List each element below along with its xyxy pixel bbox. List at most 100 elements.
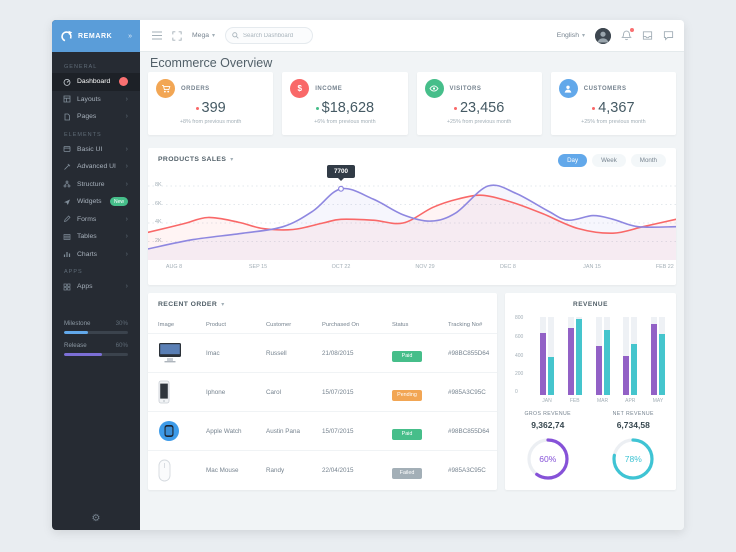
notifications-bell-icon[interactable] [621,27,635,41]
chevron-right-icon: › [125,215,128,223]
range-month-button[interactable]: Month [630,154,666,167]
revenue-x-axis: JAN FEB MAR APR MAY [537,398,668,404]
sidebar-item-label: Tables [77,233,97,241]
sidebar-item-basic-ui[interactable]: Basic UI › [52,141,140,159]
sidebar-item-tables[interactable]: Tables › [52,228,140,246]
x-tick: OCT 22 [331,264,351,270]
top-navbar: Mega ▾ English ▾ [140,20,684,52]
tooltip-marker [338,185,345,192]
products-sales-title-row[interactable]: PRODUCTS SALES ▾ [158,156,234,163]
sidebar-item-structure[interactable]: Structure › [52,176,140,194]
range-week-button[interactable]: Week [592,154,626,167]
y-tick: 400 [515,352,524,359]
x-tick: JAN 15 [583,264,601,270]
cell-purchased-on: 22/04/2015 [322,466,354,474]
release-value: 60% [115,341,128,349]
stat-label: CUSTOMERS [583,85,627,92]
stat-card-visitors[interactable]: VISITORS 23,456 +25% from previous month [416,72,542,135]
search-input[interactable] [243,32,307,39]
cell-tracking: #985A3C95C [448,466,486,474]
x-tick: MAR [596,398,609,404]
bar-group-mar [593,317,613,395]
basic-ui-icon [63,145,71,153]
chart-tooltip: 7700 [327,165,356,181]
sidebar-progress: Milestone 30% Release 60% [52,296,140,356]
mega-menu-dropdown[interactable]: Mega ▾ [192,32,215,39]
settings-gear-icon[interactable]: ⚙ [91,513,101,524]
net-revenue-donut: 78% [591,435,677,483]
revenue-title: REVENUE [573,301,608,308]
advanced-ui-icon [63,163,71,171]
products-sales-panel: PRODUCTS SALES ▾ Day Week Month 8K 6K 4K… [148,148,676,285]
y-tick: 6K [155,200,162,207]
range-day-button[interactable]: Day [558,154,588,167]
table-row[interactable]: Imac Russell 21/08/2015 Paid #98BC855D64 [148,333,497,372]
chat-icon[interactable] [663,30,674,41]
table-row[interactable]: Iphone Carol 15/07/2015 Pending #985A3C9… [148,372,497,411]
x-tick: AUG 8 [165,264,183,270]
stat-value: 4,367 [598,100,635,116]
chevron-down-icon: ▾ [212,33,216,39]
stat-label: VISITORS [449,85,482,92]
cell-customer: Russell [266,349,287,357]
menu-hamburger-icon[interactable] [152,31,162,40]
sidebar-item-label: Basic UI [77,145,103,153]
cell-tracking: #98BC855D64 [448,427,490,435]
sidebar-item-label: Pages [77,113,97,121]
sidebar-item-pages[interactable]: Pages › [52,108,140,126]
user-avatar[interactable] [595,27,611,44]
chevron-right-icon: › [125,250,128,258]
brand-header[interactable]: REMARK » [52,20,140,52]
stat-label: ORDERS [181,85,210,92]
stat-card-income[interactable]: $ INCOME $18,628 +6% from previous month [282,72,408,135]
sidebar-item-label: Layouts [77,95,101,103]
inbox-icon[interactable] [642,30,653,41]
y-tick: 200 [515,371,524,377]
stat-value: 399 [201,100,226,116]
sidebar-item-advanced-ui[interactable]: Advanced UI › [52,158,140,176]
x-axis: AUG 8 SEP 15 OCT 22 NOV 29 DEC 8 JAN 15 … [148,264,676,274]
stat-card-orders[interactable]: ORDERS 399 +8% from previous month [148,72,274,135]
bar-group-may [648,317,668,395]
sidebar-item-charts[interactable]: Charts › [52,246,140,264]
chevron-right-icon: › [125,283,128,291]
y-tick: 600 [515,334,524,340]
recent-order-title-row[interactable]: RECENT ORDER ▾ [158,301,225,308]
status-badge: Failed [392,467,422,479]
sidebar-collapse-icon[interactable]: » [128,32,132,40]
sidebar-item-forms[interactable]: Forms › [52,211,140,229]
income-dollar-icon: $ [290,79,310,98]
product-image-imac [158,342,206,364]
col-header: Status [392,322,409,328]
product-image-iphone [158,380,206,404]
stat-card-customers[interactable]: CUSTOMERS 4,367 +25% from previous month [550,72,676,135]
brand-logo-icon [60,30,73,43]
new-badge: New [109,197,128,207]
trend-dot [195,106,199,110]
sidebar-item-dashboard[interactable]: Dashboard [52,73,140,91]
sidebar-menu: GENERAL Dashboard Layouts › Pages › Elem… [52,52,140,356]
release-label: Release [64,341,87,349]
milestone-progressbar [64,330,128,334]
main-content: Ecommerce Overview ORDERS 399 +8% from p… [140,52,684,530]
tables-icon [63,233,71,241]
sidebar-item-label: Forms [77,215,97,223]
stat-value: 23,456 [459,100,505,116]
bar-group-feb [565,317,585,395]
search-icon [232,32,239,39]
section-label-elements: Elements [64,131,102,138]
sidebar-item-widgets[interactable]: Widgets New [52,193,140,211]
table-row[interactable]: Apple Watch Austin Pana 15/07/2015 Paid … [148,411,497,450]
status-badge: Paid [392,428,422,440]
language-dropdown[interactable]: English ▾ [557,32,585,39]
recent-order-title: RECENT ORDER [158,301,218,308]
bar-group-apr [620,317,640,395]
sidebar-item-label: Apps [77,283,93,291]
fullscreen-icon[interactable] [172,30,182,41]
sidebar-item-layouts[interactable]: Layouts › [52,91,140,109]
y-tick: 8K [155,182,162,188]
table-row[interactable]: Mac Mouse Randy 22/04/2015 Failed #985A3… [148,450,497,489]
sidebar-item-apps[interactable]: Apps › [52,278,140,296]
sidebar-item-label: Widgets [77,198,102,206]
release-progressbar [64,352,128,356]
